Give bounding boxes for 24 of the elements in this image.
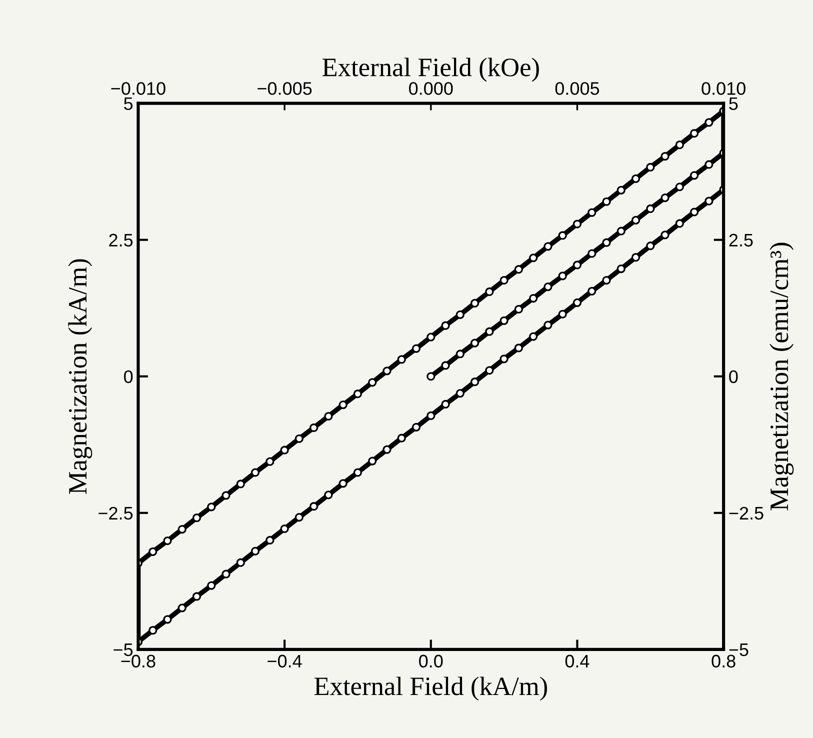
y-tick-label: 2.5 [109, 234, 133, 247]
y-tick-label: 5 [124, 97, 133, 110]
y-tick-label: 0 [124, 370, 133, 384]
x2-tick-label: −0.005 [258, 82, 312, 95]
x2-tick-label: 0.005 [555, 82, 600, 95]
x-tick-label: 0.8 [712, 654, 736, 668]
y2-tick-label: 0 [729, 370, 738, 384]
y2-tick-label: 2.5 [729, 234, 753, 247]
x-tick-label: −0.4 [268, 654, 302, 668]
x-axis-title: External Field (kA/m) [314, 676, 547, 701]
y-axis-title: Magnetization (kA/m) [68, 259, 92, 494]
x2-axis-title: External Field (kOe) [322, 58, 539, 82]
x2-tick-label: 0.000 [409, 82, 453, 95]
y-tick-label: −5 [114, 644, 133, 656]
y2-axis-title: Magnetization (emu/cm³) [770, 242, 794, 510]
y2-tick-label: −5 [729, 644, 748, 656]
x-tick-label: 0.4 [565, 654, 590, 668]
y2-tick-label: 5 [729, 97, 738, 110]
x2-tick-label: −0.010 [111, 82, 166, 95]
x-tick-label: −0.8 [121, 654, 156, 668]
y2-tick-label: −2.5 [729, 506, 764, 520]
x2-tick-label: 0.010 [702, 82, 746, 95]
x-tick-label: 0.0 [419, 654, 443, 668]
y-tick-label: −2.5 [98, 506, 133, 520]
